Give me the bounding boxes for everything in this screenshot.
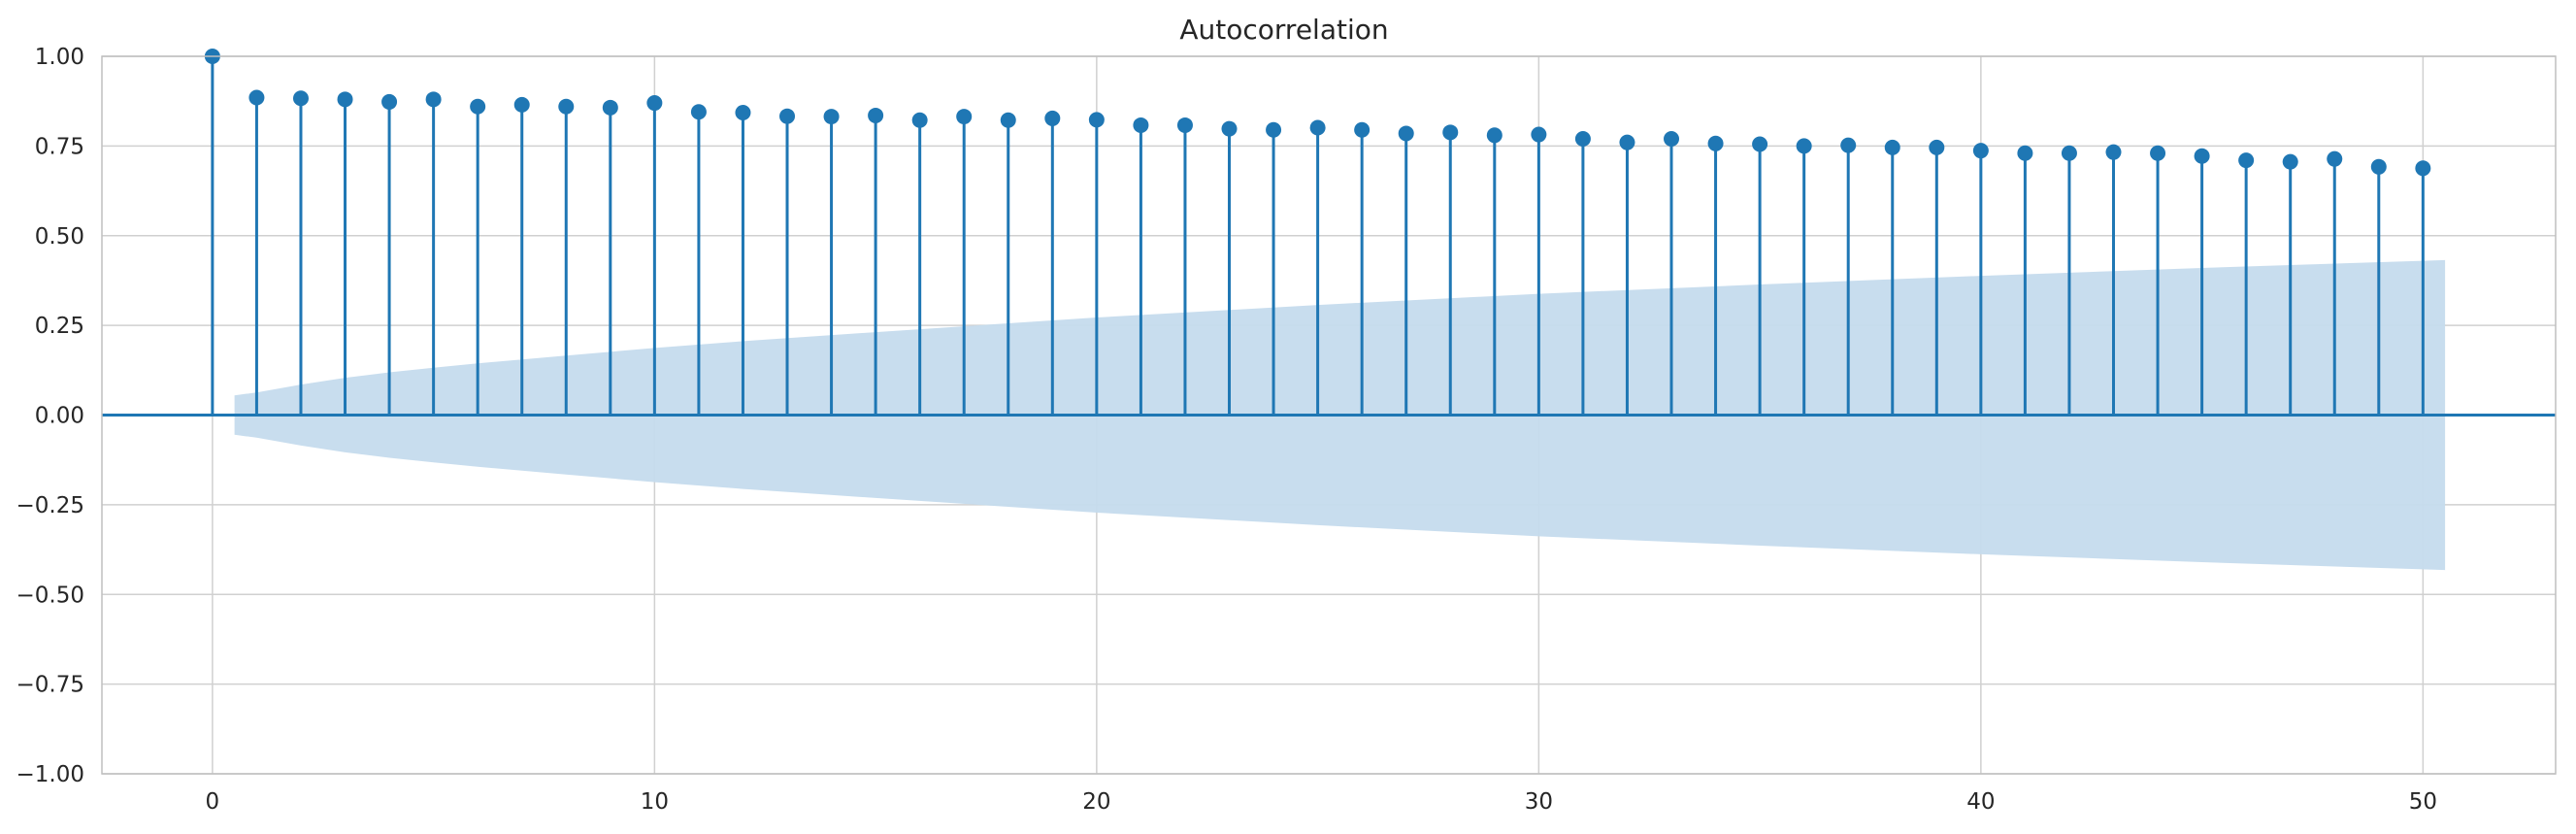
acf-point	[1133, 117, 1149, 133]
acf-point	[1884, 139, 1900, 155]
acf-point	[2105, 144, 2122, 160]
acf-point	[1354, 121, 1371, 138]
y-tick-label: 0.25	[35, 314, 84, 339]
acf-point	[2370, 158, 2387, 175]
acf-point	[823, 109, 840, 125]
acf-point	[1707, 135, 1724, 151]
y-tick-label: 1.00	[35, 45, 84, 70]
acf-point	[1840, 137, 1857, 153]
acf-point	[381, 93, 398, 110]
y-tick-label: 0.75	[35, 134, 84, 159]
acf-point	[2238, 152, 2255, 169]
acf-point	[470, 98, 486, 115]
acf-point	[248, 89, 265, 106]
x-tick-label: 30	[1525, 789, 1553, 815]
acf-point	[1044, 110, 1061, 126]
acf-point	[1486, 127, 1503, 144]
acf-point	[2282, 153, 2298, 170]
acf-point	[1752, 136, 1768, 152]
acf-point	[1398, 125, 1414, 142]
acf-point	[2327, 150, 2343, 167]
acf-point	[1000, 112, 1016, 128]
x-tick-label: 50	[2409, 789, 2437, 815]
acf-point	[868, 107, 884, 123]
acf-point	[956, 109, 973, 125]
x-tick-label: 20	[1082, 789, 1110, 815]
acf-point	[1221, 120, 1238, 137]
acf-point	[1531, 126, 1547, 143]
acf-point	[1176, 117, 1193, 133]
acf-point	[1664, 130, 1680, 147]
acf-point	[337, 91, 353, 108]
acf-point	[1442, 124, 1459, 141]
acf-point	[292, 90, 309, 107]
chart-title: Autocorrelation	[1179, 14, 1388, 46]
acf-point	[1972, 143, 1989, 159]
acf-point	[735, 105, 751, 121]
acf-point	[646, 95, 663, 112]
acf-point	[1796, 138, 1812, 154]
tick-label-layer: −1.00 −0.75 −0.50 −0.25 0.00 0.25 0.50 0.75 1.00…	[17, 45, 2437, 815]
acf-point	[911, 112, 928, 128]
acf-point	[602, 99, 618, 116]
y-tick-label: −0.50	[17, 583, 84, 608]
axes-frame	[101, 55, 2557, 775]
acf-point	[1309, 119, 1326, 136]
y-tick-label: 0.00	[35, 404, 84, 429]
axes-border	[101, 55, 2557, 775]
acf-point	[779, 108, 796, 124]
x-tick-label: 0	[206, 789, 220, 815]
acf-point	[1266, 121, 1282, 138]
acf-point	[2150, 145, 2166, 161]
x-tick-label: 40	[1966, 789, 1995, 815]
acf-point	[2415, 160, 2431, 177]
acf-point	[1619, 134, 1635, 150]
y-tick-label: −0.25	[17, 493, 84, 518]
acf-point	[513, 96, 530, 113]
acf-point	[2017, 145, 2033, 161]
acf-point	[2194, 148, 2210, 164]
y-tick-label: −1.00	[17, 762, 84, 787]
stem-layer	[204, 49, 2431, 416]
acf-point	[1088, 112, 1105, 128]
acf-point	[1929, 139, 1945, 155]
y-tick-label: 0.50	[35, 224, 84, 250]
acf-point	[1574, 130, 1591, 147]
y-tick-label: −0.75	[17, 673, 84, 698]
acf-point	[2061, 145, 2077, 161]
x-tick-label: 10	[641, 789, 669, 815]
acf-point	[425, 91, 442, 108]
acf-point	[690, 104, 707, 120]
acf-point	[558, 98, 575, 115]
